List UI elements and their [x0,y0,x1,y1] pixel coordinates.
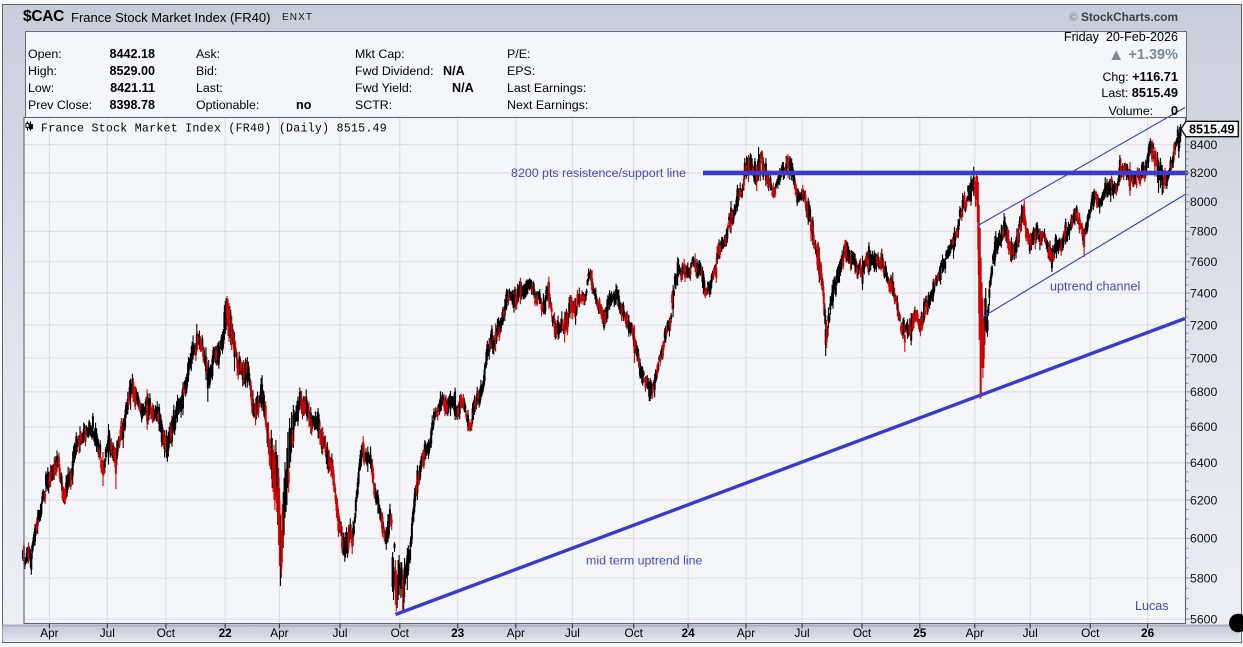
svg-text:6000: 6000 [1190,532,1218,546]
svg-text:Lucas: Lucas [1135,599,1169,613]
svg-text:23: 23 [451,626,465,640]
svg-text:Apr: Apr [966,626,984,640]
svg-text:mid term uptrend line: mid term uptrend line [586,554,702,568]
svg-text:8400: 8400 [1190,138,1218,152]
svg-text:Jul: Jul [332,626,347,640]
svg-text:Jul: Jul [1023,626,1038,640]
svg-text:8515.49: 8515.49 [1189,123,1235,137]
svg-text:Apr: Apr [270,626,288,640]
svg-text:8000: 8000 [1190,195,1218,209]
svg-text:Apr: Apr [737,626,755,640]
svg-text:uptrend channel: uptrend channel [1050,280,1140,294]
svg-text:Oct: Oct [853,626,872,640]
svg-text:Oct: Oct [391,626,410,640]
svg-text:5800: 5800 [1190,571,1218,585]
svg-text:Oct: Oct [157,626,176,640]
svg-text:22: 22 [219,626,233,640]
svg-text:7600: 7600 [1190,255,1218,269]
svg-text:Apr: Apr [40,626,58,640]
svg-text:Apr: Apr [507,626,525,640]
svg-text:6400: 6400 [1190,456,1218,470]
svg-text:6800: 6800 [1190,385,1218,399]
svg-text:Oct: Oct [625,626,644,640]
svg-text:Jul: Jul [565,626,580,640]
svg-text:Jul: Jul [100,626,115,640]
svg-text:Oct: Oct [1081,626,1100,640]
svg-text:5600: 5600 [1190,612,1218,626]
svg-text:25: 25 [913,626,927,640]
svg-text:7400: 7400 [1190,286,1218,300]
svg-text:France Stock Market Index (FR4: France Stock Market Index (FR40) (Daily)… [41,123,387,136]
svg-text:8200: 8200 [1190,166,1218,180]
svg-text:7800: 7800 [1190,225,1218,239]
svg-text:Jul: Jul [795,626,810,640]
svg-text:26: 26 [1141,626,1155,640]
svg-text:6200: 6200 [1190,493,1218,507]
svg-text:7000: 7000 [1190,351,1218,365]
svg-text:7200: 7200 [1190,318,1218,332]
svg-text:24: 24 [682,626,696,640]
svg-text:6600: 6600 [1190,420,1218,434]
svg-text:8200 pts resistence/support li: 8200 pts resistence/support line [511,166,686,180]
